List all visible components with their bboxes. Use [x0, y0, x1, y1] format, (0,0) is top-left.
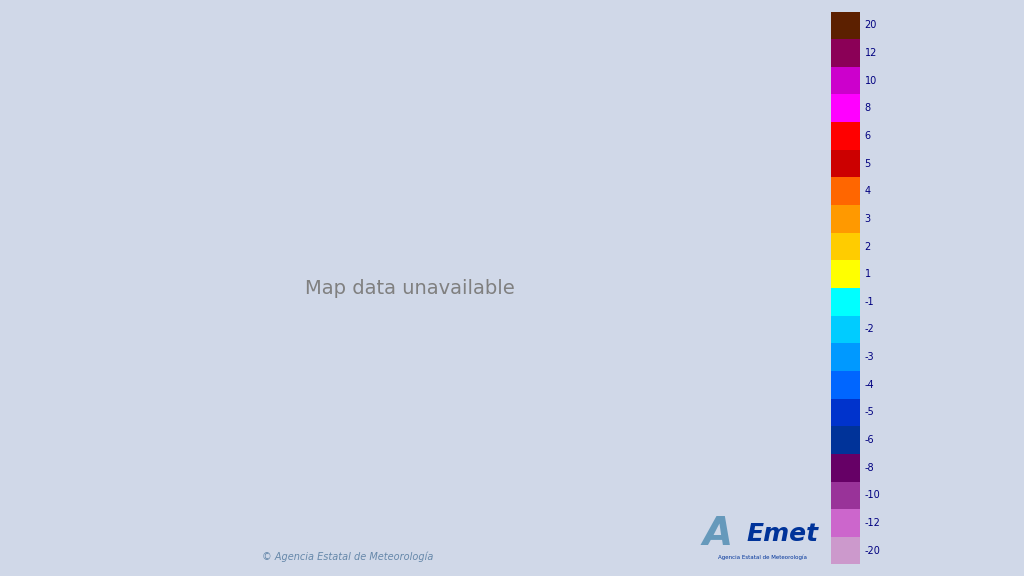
Text: Agencia Estatal de Meteorología: Agencia Estatal de Meteorología — [719, 555, 807, 560]
FancyBboxPatch shape — [831, 399, 860, 426]
Text: -12: -12 — [864, 518, 881, 528]
FancyBboxPatch shape — [831, 509, 860, 537]
Text: 6: 6 — [864, 131, 870, 141]
Text: -10: -10 — [864, 490, 881, 501]
Text: Emet: Emet — [746, 522, 819, 546]
FancyBboxPatch shape — [831, 426, 860, 454]
Text: -20: -20 — [864, 545, 881, 556]
Text: 3: 3 — [864, 214, 870, 224]
FancyBboxPatch shape — [831, 233, 860, 260]
Text: 10: 10 — [864, 75, 877, 86]
Text: -6: -6 — [864, 435, 874, 445]
FancyBboxPatch shape — [831, 343, 860, 371]
Text: 12: 12 — [864, 48, 877, 58]
Text: -1: -1 — [864, 297, 874, 307]
Text: -8: -8 — [864, 463, 874, 473]
Text: -3: -3 — [864, 352, 874, 362]
FancyBboxPatch shape — [831, 12, 860, 39]
Text: 4: 4 — [864, 186, 870, 196]
FancyBboxPatch shape — [831, 316, 860, 343]
Text: Map data unavailable: Map data unavailable — [305, 279, 514, 297]
FancyBboxPatch shape — [831, 177, 860, 205]
Text: -5: -5 — [864, 407, 874, 418]
FancyBboxPatch shape — [831, 371, 860, 399]
FancyBboxPatch shape — [831, 260, 860, 288]
FancyBboxPatch shape — [831, 288, 860, 316]
FancyBboxPatch shape — [831, 67, 860, 94]
Text: 2: 2 — [864, 241, 870, 252]
FancyBboxPatch shape — [831, 150, 860, 177]
FancyBboxPatch shape — [831, 205, 860, 233]
Text: 5: 5 — [864, 158, 870, 169]
FancyBboxPatch shape — [831, 122, 860, 150]
Text: 1: 1 — [864, 269, 870, 279]
FancyBboxPatch shape — [831, 94, 860, 122]
FancyBboxPatch shape — [831, 39, 860, 67]
Text: A: A — [702, 516, 733, 553]
Text: -4: -4 — [864, 380, 874, 390]
Text: -2: -2 — [864, 324, 874, 335]
Text: 20: 20 — [864, 20, 877, 31]
FancyBboxPatch shape — [831, 454, 860, 482]
Text: 8: 8 — [864, 103, 870, 113]
FancyBboxPatch shape — [831, 482, 860, 509]
Text: © Agencia Estatal de Meteorología: © Agencia Estatal de Meteorología — [262, 551, 433, 562]
FancyBboxPatch shape — [831, 537, 860, 564]
